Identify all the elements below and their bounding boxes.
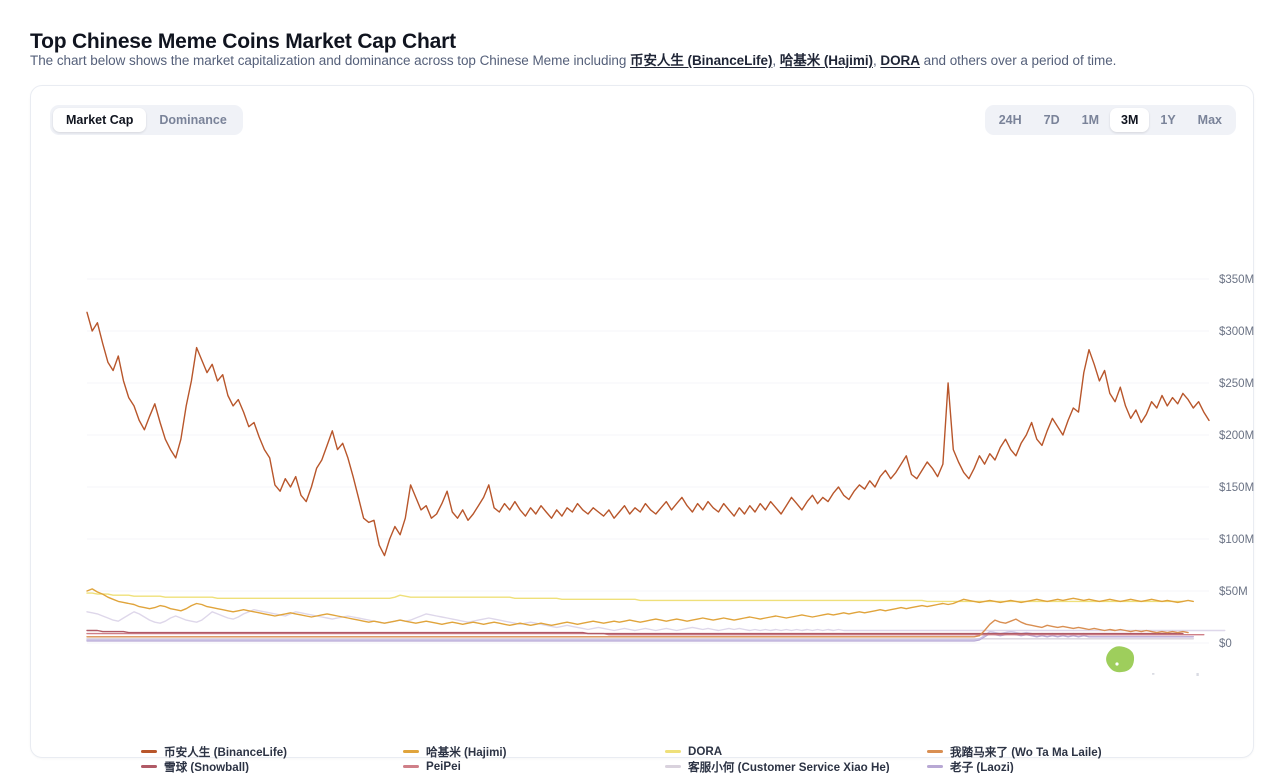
legend-item-label: 客服小何 (Customer Service Xiao He) (688, 760, 890, 773)
y-axis-tick-label: $0 (1219, 638, 1232, 650)
range-tab-max[interactable]: Max (1187, 108, 1233, 132)
link-binancelife[interactable]: 币安人生 (BinanceLife) (630, 53, 773, 68)
metric-tab-market-cap[interactable]: Market Cap (53, 108, 147, 132)
y-axis-tick-label: $150M (1219, 482, 1254, 494)
metric-tab-dominance[interactable]: Dominance (146, 108, 239, 132)
chart-series-line (86, 618, 1189, 638)
chart-series-line (86, 630, 1194, 641)
legend-item-label: 雪球 (Snowball) (164, 760, 250, 773)
chart-series-line (86, 311, 1210, 557)
legend-color-swatch (141, 765, 157, 768)
y-axis-tick-label: $250M (1219, 378, 1254, 390)
time-range-toggle-group[interactable]: 24H 7D 1M 3M 1Y Max (984, 105, 1236, 135)
market-cap-line-chart[interactable]: $0$50M$100M$150M$200M$250M$300M$350M27. … (31, 146, 1255, 676)
legend-item[interactable]: 客服小何 (Customer Service Xiao He) (665, 759, 927, 773)
watermark-text: coingecko (1131, 670, 1215, 676)
legend-item[interactable]: 哈基米 (Hajimi) (403, 744, 665, 759)
gecko-eye-icon (1115, 662, 1119, 666)
legend-item[interactable]: 币安人生 (BinanceLife) (141, 744, 403, 759)
range-tab-24h[interactable]: 24H (988, 108, 1033, 132)
chart-series-line (86, 629, 1184, 635)
legend-color-swatch (665, 750, 681, 753)
chart-series-line (86, 588, 1194, 626)
legend-item-label: PeiPei (426, 760, 461, 773)
gecko-logo-icon (1106, 646, 1135, 673)
chart-series-line (86, 609, 1226, 632)
chart-series-line (86, 632, 1205, 636)
chart-series-line (86, 592, 1184, 603)
legend-item[interactable]: DORA (665, 744, 927, 759)
range-tab-3m[interactable]: 3M (1110, 108, 1150, 132)
legend-color-swatch (141, 750, 157, 753)
legend-item-label: DORA (688, 745, 723, 758)
page-title: Top Chinese Meme Coins Market Cap Chart (30, 30, 456, 54)
metric-toggle-group[interactable]: Market Cap Dominance (50, 105, 243, 135)
legend-color-swatch (927, 765, 943, 768)
y-axis-tick-label: $350M (1219, 274, 1254, 286)
page-subtitle: The chart below shows the market capital… (30, 49, 1116, 69)
legend-color-swatch (665, 765, 681, 768)
subtitle-sep-2: , (872, 53, 881, 68)
chart-legend[interactable]: 币安人生 (BinanceLife) 哈基米 (Hajimi) DORA 我踏马来了 … (141, 744, 1241, 773)
link-hajimi[interactable]: 哈基米 (Hajimi) (779, 53, 873, 68)
coingecko-watermark: coingecko (1106, 646, 1215, 676)
y-axis-tick-label: $200M (1219, 430, 1254, 442)
legend-color-swatch (927, 750, 943, 753)
legend-item-label: 我踏马来了 (Wo Ta Ma Laile) (950, 745, 1102, 759)
link-dora[interactable]: DORA (880, 53, 920, 68)
legend-item[interactable]: 老子 (Laozi) (927, 759, 1189, 773)
legend-color-swatch (403, 750, 419, 753)
plot-area[interactable]: $0$50M$100M$150M$200M$250M$300M$350M27. … (31, 146, 1255, 676)
legend-item[interactable]: 雪球 (Snowball) (141, 759, 403, 773)
range-tab-7d[interactable]: 7D (1033, 108, 1071, 132)
subtitle-sep-1: , (772, 53, 780, 68)
legend-item-label: 老子 (Laozi) (950, 760, 1014, 773)
legend-item-label: 哈基米 (Hajimi) (426, 745, 507, 759)
subtitle-text-post: and others over a period of time. (919, 53, 1117, 68)
subtitle-text-pre: The chart below shows the market capital… (30, 53, 631, 68)
y-axis-tick-label: $100M (1219, 534, 1254, 546)
legend-item-label: 币安人生 (BinanceLife) (164, 745, 288, 759)
y-axis-tick-label: $300M (1219, 326, 1254, 338)
legend-color-swatch (403, 765, 419, 768)
legend-item[interactable]: PeiPei (403, 759, 665, 773)
legend-item[interactable]: 我踏马来了 (Wo Ta Ma Laile) (927, 744, 1189, 759)
chart-card: Market Cap Dominance 24H 7D 1M 3M 1Y Max… (30, 85, 1255, 773)
y-axis-tick-label: $50M (1219, 586, 1248, 598)
range-tab-1y[interactable]: 1Y (1149, 108, 1186, 132)
range-tab-1m[interactable]: 1M (1071, 108, 1110, 132)
